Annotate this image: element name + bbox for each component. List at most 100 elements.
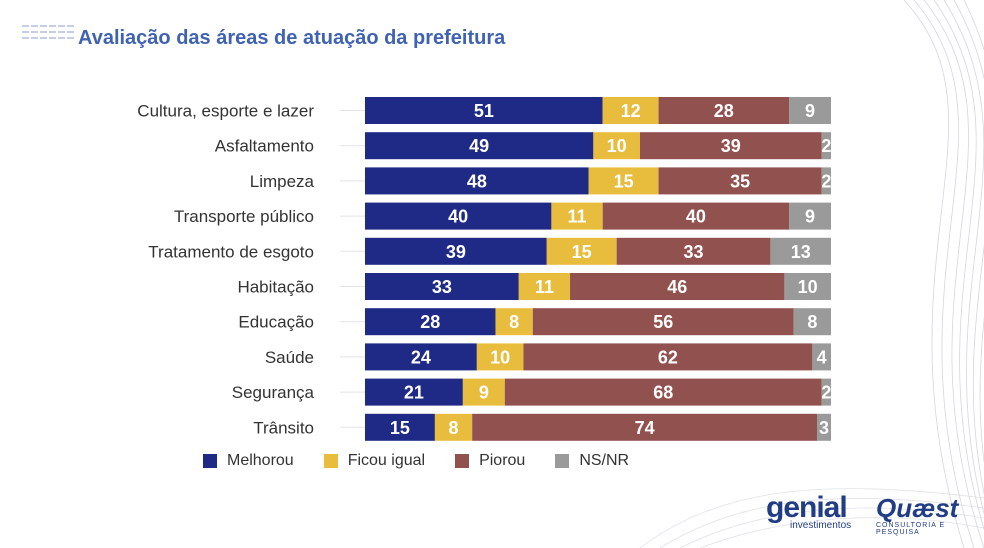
bar-segment [593,132,640,160]
legend-label-melhorou: Melhorou [227,452,294,469]
bar-segment [365,97,603,124]
quaest-logo-subtitle: CONSULTORIA E PESQUISA [876,522,946,536]
bar-segment [770,237,831,265]
bar-value-label: 40 [448,207,468,227]
category-label: Limpeza [250,172,315,191]
bar-segment [365,237,547,265]
category-label: Asfaltamento [215,137,314,156]
bar-value-label: 2 [821,171,831,191]
decorative-dots [22,14,76,39]
bar-segment [658,167,822,195]
category-label: Cultura, esporte e lazer [137,102,314,121]
bar-segment [616,237,771,265]
bar-value-label: 28 [420,312,440,332]
bar-segment [602,97,659,124]
legend-label-ficou-igual: Ficou igual [347,452,426,469]
bar-segment [365,378,463,406]
bar-segment [812,343,831,371]
bar-value-label: 8 [509,312,519,332]
bar-segment [821,132,831,160]
bar-segment [434,413,473,441]
bar-value-label: 2 [821,136,831,156]
bar-value-label: 24 [411,347,431,367]
category-label: Educação [238,313,314,332]
bar-value-label: 10 [490,347,510,367]
bar-segment [784,273,831,300]
bar-value-label: 56 [653,312,673,332]
bar-segment [588,167,659,195]
bar-value-label: 10 [607,136,627,156]
bar-value-label: 3 [819,418,829,438]
bar-value-label: 28 [714,101,734,121]
bar-value-label: 51 [474,101,494,121]
bar-value-label: 13 [791,242,811,262]
bar-value-label: 12 [621,101,641,121]
bar-segment [462,378,505,406]
legend-swatch-piorou [455,454,470,468]
bar-value-label: 39 [721,136,741,156]
category-label: Tratamento de esgoto [148,242,314,261]
bar-value-label: 11 [535,277,554,297]
bar-segment [821,378,831,406]
bar-segment [476,343,524,371]
legend-swatch-melhorou [203,454,217,468]
bar-segment [602,202,790,230]
legend-item-piorou: Piorou [455,452,525,470]
bar-value-label: 2 [821,383,831,403]
bar-value-label: 46 [667,277,687,297]
bar-value-label: 74 [635,418,655,438]
legend-item-melhorou: Melhorou [203,452,294,470]
genial-logo: genial [766,491,848,524]
genial-logo-subtitle: investimentos [790,520,852,531]
bar-value-label: 40 [686,207,706,227]
legend-label-piorou: Piorou [479,452,526,469]
chart-title: Avaliação das áreas de atuação da prefei… [78,27,506,49]
bar-segment [551,202,603,230]
legend-label-nsnr: NS/NR [579,452,630,469]
bar-segment [365,273,519,300]
quaest-logo: Quæst [876,493,959,523]
bar-value-label: 21 [404,383,424,403]
bar-value-label: 33 [432,277,452,297]
bar-segment [495,308,533,336]
bar-segment [472,413,818,441]
bar-value-label: 68 [653,383,673,403]
bar-value-label: 9 [805,207,815,227]
bar-value-label: 9 [479,383,489,403]
bar-segment [793,308,831,336]
bar-segment [789,97,831,124]
bar-segment [504,378,822,406]
bar-value-label: 11 [568,207,587,227]
category-label: Habitação [237,278,314,297]
bar-value-label: 9 [805,101,815,121]
bar-value-label: 33 [684,242,704,262]
bar-value-label: 8 [449,418,459,438]
bar-value-label: 35 [730,171,750,191]
bar-value-label: 48 [467,171,487,191]
bar-segment [365,413,435,441]
bar-segment [532,308,794,336]
bar-value-label: 15 [572,242,592,262]
bar-segment [523,343,813,371]
bar-segment [821,167,831,195]
category-label: Trânsito [253,418,314,437]
bar-segment [639,132,822,160]
bar-value-label: 49 [469,136,489,156]
bar-segment [365,132,594,160]
legend-item-nsnr: NS/NR [555,452,629,470]
bar-value-label: 4 [817,347,827,367]
bar-value-label: 10 [798,277,818,297]
bar-segment [658,97,790,124]
legend-swatch-nsnr [555,454,570,468]
legend-swatch-ficou-igual [323,454,338,468]
bar-segment [518,273,571,300]
bar-segment [789,202,831,230]
legend-item-ficou-igual: Ficou igual [323,452,426,470]
category-label: Saúde [265,348,314,367]
bar-segment [570,273,785,300]
bar-value-label: 62 [658,347,678,367]
bar-segment [365,167,589,195]
chart-legend: Melhorou Ficou igual Piorou NS/NR [203,452,659,470]
bar-value-label: 15 [614,171,634,191]
